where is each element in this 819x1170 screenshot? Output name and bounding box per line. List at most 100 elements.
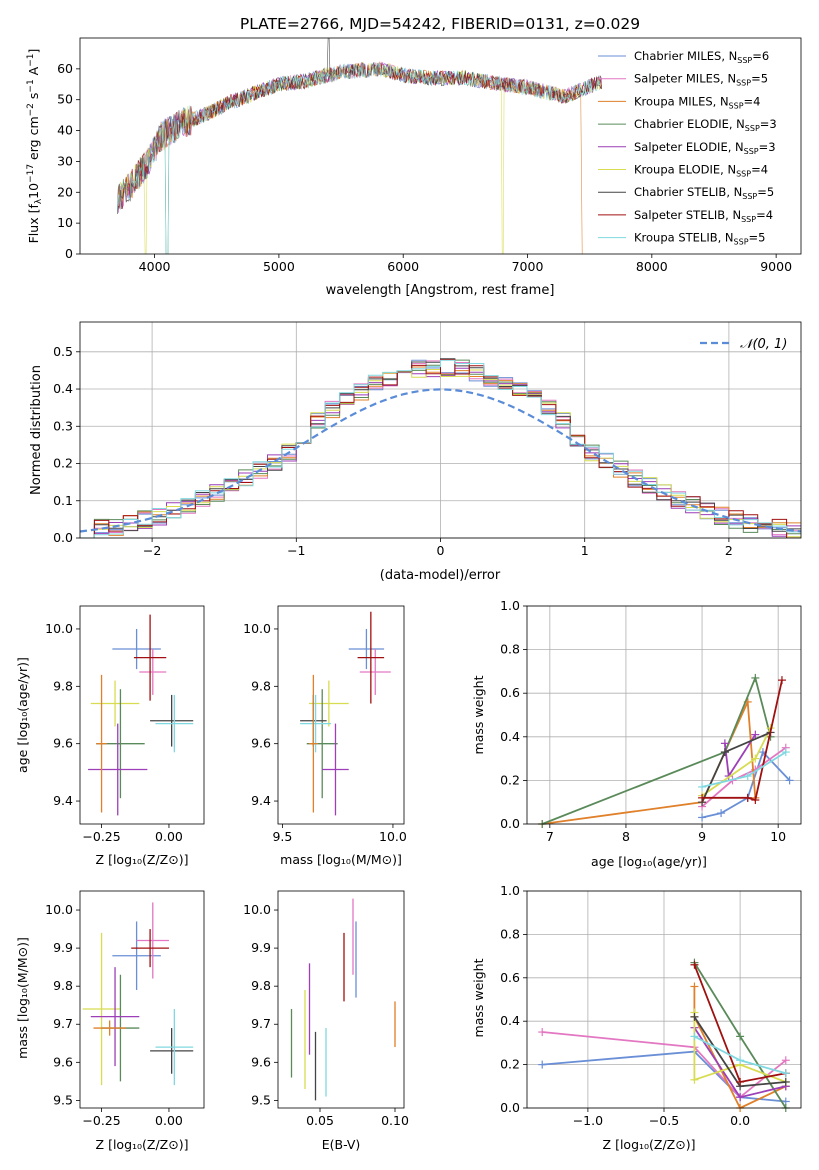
axes-frame [79,605,205,825]
weight-series-line [701,746,787,808]
y-tick-label: 0 [65,246,73,261]
x-tick-label: 9.5 [272,829,292,844]
weight-z-xlabel: Z [log₁₀(Z/Z⊙)] [603,1137,696,1152]
x-tick-label: −0.25 [82,1113,120,1128]
y-tick-label: 9.5 [251,1092,271,1107]
x-tick-label: 0 [437,543,445,558]
y-tick-label: 9.9 [53,940,73,955]
weight-z-ylabel: mass weight [471,958,486,1037]
y-tick-label: 10.0 [45,902,73,917]
y-tick-label: 0.2 [53,456,73,471]
y-tick-label: 9.7 [53,1016,73,1031]
legend-label: Kroupa MILES, NSSP=4 [634,94,760,110]
y-tick-label: 0.0 [500,816,520,831]
legend-label: Chabrier STELIB, NSSP=5 [634,185,774,201]
y-tick-label: 60 [57,61,73,76]
legend-label: Chabrier MILES, NSSP=6 [634,49,769,65]
y-tick-label: 0.4 [500,729,520,744]
x-tick-label: 0.0 [730,1113,750,1128]
axes-frame [526,890,802,1109]
weight-series-line [542,1050,786,1103]
x-tick-label: 7 [546,829,554,844]
histogram-series [80,358,801,538]
x-tick-label: 0.00 [155,1113,183,1128]
y-tick-label: 10.0 [243,621,271,636]
normal-legend-label: 𝒩(0, 1) [740,337,787,352]
x-tick-label: −0.5 [649,1113,679,1128]
y-tick-label: 0.8 [500,642,520,657]
y-tick-label: 1.0 [500,598,520,613]
spectrum-legend: Chabrier MILES, NSSP=6 Salpeter MILES, NS… [598,49,777,247]
weight-vs-age-panel: 7 8 9 10 0.0 0.2 0.4 0.6 0.8 1.0 [500,598,802,844]
spectrum-ylabel: Flux [fλ10−17 erg cm−2 s−1 A−1] [26,49,44,244]
y-tick-label: 9.6 [53,736,73,751]
legend-label: Chabrier ELODIE, NSSP=3 [634,117,777,133]
y-tick-label: 0.4 [500,1013,520,1028]
spectrum-lines [117,38,602,254]
spectrum-panel: 4000 5000 6000 7000 8000 9000 0 10 20 30 40 50 60 wa… [26,37,802,298]
y-tick-label: 0.0 [53,530,73,545]
y-tick-label: 0.0 [500,1100,520,1115]
spectrum-series-line [117,62,602,214]
y-tick-label: 0.4 [53,381,73,396]
x-tick-label: −1.0 [573,1113,603,1128]
y-tick-label: 9.8 [251,678,271,693]
y-tick-label: 10.0 [45,621,73,636]
weight-series-line [542,698,757,825]
x-tick-label: 8 [622,829,630,844]
weight-vs-z-panel: −1.0 −0.5 0.0 0.0 0.2 0.4 0.6 0.8 1.0 [500,883,802,1128]
figure-title: PLATE=2766, MJD=54242, FIBERID=0131, z=0… [240,15,640,33]
y-tick-label: 0.5 [53,344,73,359]
x-tick-label: 0.05 [306,1113,334,1128]
mass-vs-ebv-panel: 0.05 0.10 9.5 9.6 9.7 9.8 9.9 10.0 [243,890,409,1128]
y-tick-label: 0.8 [500,926,520,941]
histogram-series [80,359,801,538]
x-tick-label: −2 [143,543,161,558]
age-mass-xlabel: mass [log₁₀(M/M⊙)] [280,852,402,867]
x-tick-label: 9 [698,829,706,844]
legend-label: Salpeter MILES, NSSP=5 [634,72,768,88]
x-tick-label: −0.25 [82,829,120,844]
axes-frame [277,605,405,825]
age-z-ylabel: age [log₁₀(age/yr)] [15,657,30,773]
legend-label: Kroupa STELIB, NSSP=5 [634,231,765,247]
x-tick-label: 2 [725,543,733,558]
weight-age-ylabel: mass weight [471,675,486,754]
mass-ebv-xlabel: E(B-V) [322,1137,361,1152]
x-tick-label: 6000 [387,259,419,274]
x-tick-label: −1 [287,543,305,558]
y-tick-label: 9.5 [53,1092,73,1107]
normal-curve [80,388,801,533]
axes-frame [526,605,802,825]
y-tick-label: 10.0 [243,902,271,917]
x-tick-label: 0.00 [155,829,183,844]
y-tick-label: 9.6 [53,1054,73,1069]
age-vs-mass-panel: 9.5 10.0 9.4 9.6 9.8 10.0 [243,605,407,844]
y-tick-label: 9.4 [251,793,271,808]
y-tick-label: 1.0 [500,883,520,898]
spectrum-xlabel: wavelength [Angstrom, rest frame] [326,283,555,298]
spectrum-series-line [117,62,602,254]
weight-series-line [541,675,772,825]
x-tick-label: 1 [581,543,589,558]
legend-label: Kroupa ELODIE, NSSP=4 [634,163,768,179]
weight-series-line [701,750,791,819]
mass-z-xlabel: Z [log₁₀(Z/Z⊙)] [96,1137,189,1152]
y-tick-label: 9.6 [251,736,271,751]
histograms [80,358,801,538]
y-tick-label: 9.6 [251,1054,271,1069]
x-tick-label: 10 [770,829,786,844]
mass-vs-z-panel: −0.25 0.00 9.5 9.6 9.7 9.8 9.9 10.0 [45,890,205,1128]
weight-series-line [693,1012,787,1083]
y-tick-label: 0.6 [500,970,520,985]
y-tick-label: 0.2 [500,772,520,787]
y-tick-label: 30 [57,153,73,168]
x-tick-label: 7000 [512,259,544,274]
x-tick-label: 10.0 [379,829,407,844]
y-tick-label: 9.9 [251,940,271,955]
legend-label: Salpeter STELIB, NSSP=4 [634,208,773,224]
y-tick-label: 9.8 [53,678,73,693]
residual-ylabel: Normed distribution [29,365,44,495]
y-tick-label: 9.8 [251,978,271,993]
